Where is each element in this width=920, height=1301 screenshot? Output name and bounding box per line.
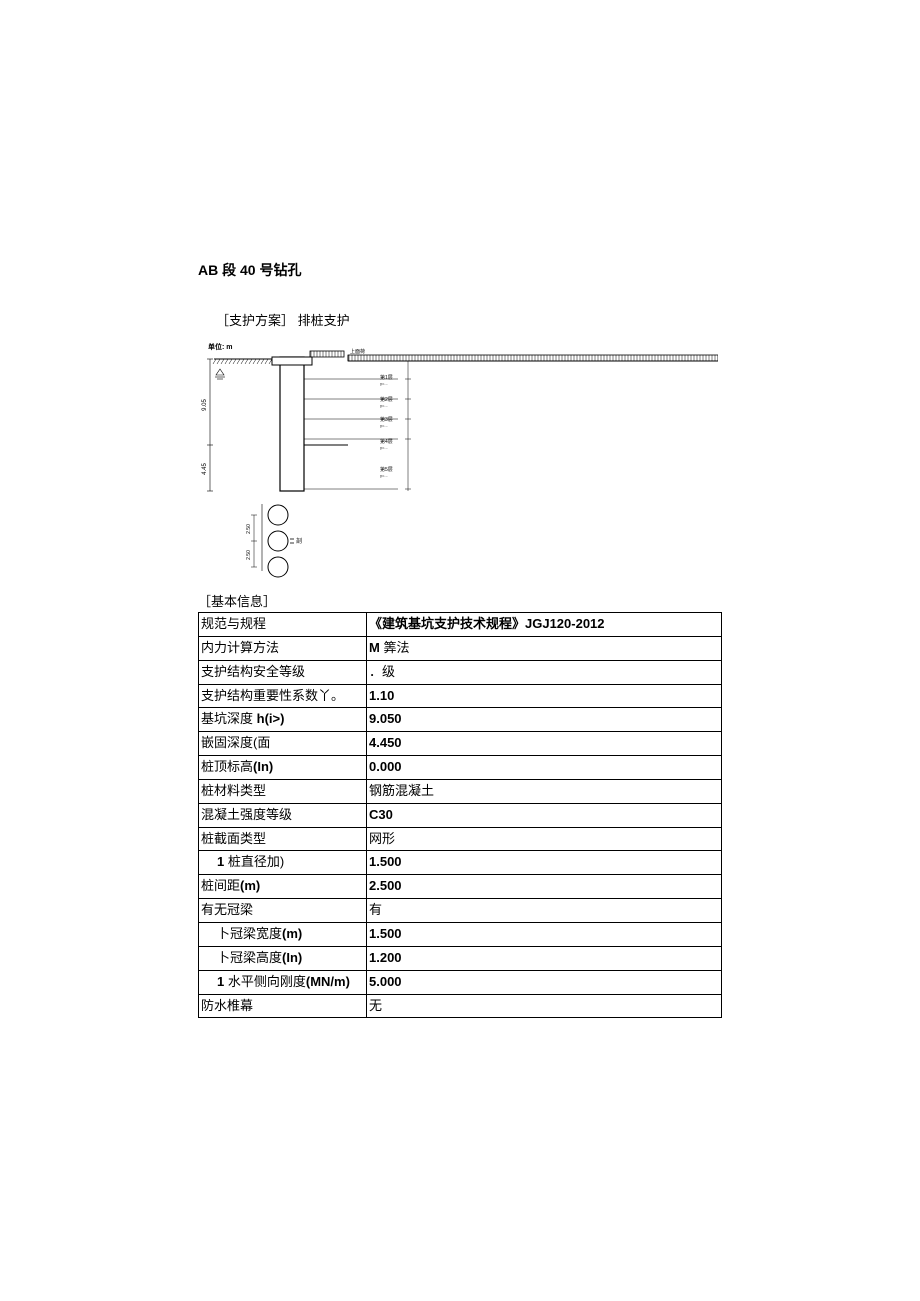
svg-text:上面荷: 上面荷 [350,348,365,355]
table-row: 混凝土强度等级C30 [199,803,722,827]
param-name-cell: 内力计算方法 [199,636,367,660]
table-row: 卜冠梁高度(In)1.200 [199,946,722,970]
param-value-cell: 9.050 [367,708,722,732]
diagram-unit-label: 单位: m [208,342,233,351]
pile-plan-section: 剖 2.50 2.50 [246,504,302,577]
load-block: 上面荷 [310,348,365,357]
param-value-cell: 0.000 [367,756,722,780]
param-value-cell: 1.200 [367,946,722,970]
param-value-cell: ．级 [367,660,722,684]
param-value-cell: C30 [367,803,722,827]
param-name-cell: 支护结构重要性系数丫。 [199,684,367,708]
param-value-cell: 2.500 [367,875,722,899]
param-name-cell: 桩截面类型 [199,827,367,851]
param-value-cell: 1.500 [367,851,722,875]
soil-layer-lines: 第1层γ=...第2层γ=...第3层γ=...第4层γ=...第5层γ=... [304,374,411,489]
table-row: 嵌固深度(面4.450 [199,732,722,756]
param-value-cell: 1.500 [367,922,722,946]
title-suffix: 号钻孔 [256,262,302,278]
support-diagram: 单位: m 上面荷 [198,339,718,587]
param-value-cell: 《建筑基坑支护技术规程》JGJ120-2012 [367,613,722,637]
svg-text:第5层: 第5层 [380,466,393,473]
param-value-cell: 有 [367,899,722,923]
param-value-cell: 无 [367,994,722,1018]
table-row: 防水椎幕无 [199,994,722,1018]
param-name-cell: 卜冠梁宽度(m) [199,922,367,946]
param-name-cell: 桩间距(m) [199,875,367,899]
scheme-line: ［支护方案］ 排桩支护 [216,310,730,329]
title-num: 40 [240,262,256,278]
param-value-cell: 4.450 [367,732,722,756]
svg-text:γ=...: γ=... [380,423,388,428]
param-value-cell: 网形 [367,827,722,851]
param-name-cell: 规范与规程 [199,613,367,637]
crown-beam [272,357,312,365]
param-value-cell: 钢筋混凝土 [367,779,722,803]
page-title: AB 段 40 号钻孔 [198,260,730,280]
param-name-cell: 桩材料类型 [199,779,367,803]
param-name-cell: 嵌固深度(面 [199,732,367,756]
svg-text:剖: 剖 [296,537,302,545]
ground-hatch-left [213,359,280,364]
svg-text:第2层: 第2层 [380,396,393,403]
svg-text:γ=...: γ=... [380,381,388,386]
svg-text:γ=...: γ=... [380,403,388,408]
scheme-label: ［支护方案］ [216,313,294,328]
dim-left: 9.05 4.45 [202,359,213,491]
param-name-cell: 基坑深度 h(i>) [199,708,367,732]
svg-text:γ=...: γ=... [380,445,388,450]
table-row: 卜冠梁宽度(m)1.500 [199,922,722,946]
param-name-cell: 桩顶标高(In) [199,756,367,780]
title-prefix: AB [198,262,218,278]
param-name-cell: 1 水平侧向刚度(MN/m) [199,970,367,994]
table-row: 支护结构安全等级．级 [199,660,722,684]
table-row: 桩材料类型钢筋混凝土 [199,779,722,803]
param-value-cell: 5.000 [367,970,722,994]
water-level-icon [215,369,225,379]
title-mid: 段 [218,262,240,278]
diagram-container: 单位: m 上面荷 [198,339,730,587]
param-name-cell: 混凝土强度等级 [199,803,367,827]
table-row: 桩间距(m)2.500 [199,875,722,899]
pile-shape [280,357,304,491]
svg-text:9.05: 9.05 [202,399,208,411]
svg-text:2.50: 2.50 [246,524,252,534]
param-value-cell: M 筭法 [367,636,722,660]
svg-text:第1层: 第1层 [380,374,393,381]
svg-text:第4层: 第4层 [380,438,393,445]
table-row: 规范与规程《建筑基坑支护技术规程》JGJ120-2012 [199,613,722,637]
table-row: 桩截面类型网形 [199,827,722,851]
table-row: 1 水平侧向刚度(MN/m)5.000 [199,970,722,994]
param-name-cell: 1 桩直径加) [199,851,367,875]
surcharge-strip [348,355,718,361]
scheme-value: 排桩支护 [298,313,350,328]
param-name-cell: 卜冠梁高度(In) [199,946,367,970]
svg-text:2.50: 2.50 [246,550,252,560]
basic-info-header: ［基本信息］ [198,591,730,610]
table-row: 基坑深度 h(i>)9.050 [199,708,722,732]
basic-info-table: 规范与规程《建筑基坑支护技术规程》JGJ120-2012内力计算方法M 筭法支护… [198,612,722,1018]
svg-text:γ=...: γ=... [380,473,388,478]
table-row: 有无冠梁有 [199,899,722,923]
param-value-cell: 1.10 [367,684,722,708]
param-name-cell: 有无冠梁 [199,899,367,923]
svg-text:4.45: 4.45 [202,463,208,475]
table-row: 1 桩直径加)1.500 [199,851,722,875]
svg-text:第3层: 第3层 [380,416,393,423]
table-row: 桩顶标高(In)0.000 [199,756,722,780]
table-row: 支护结构重要性系数丫。1.10 [199,684,722,708]
param-name-cell: 支护结构安全等级 [199,660,367,684]
param-name-cell: 防水椎幕 [199,994,367,1018]
table-row: 内力计算方法M 筭法 [199,636,722,660]
